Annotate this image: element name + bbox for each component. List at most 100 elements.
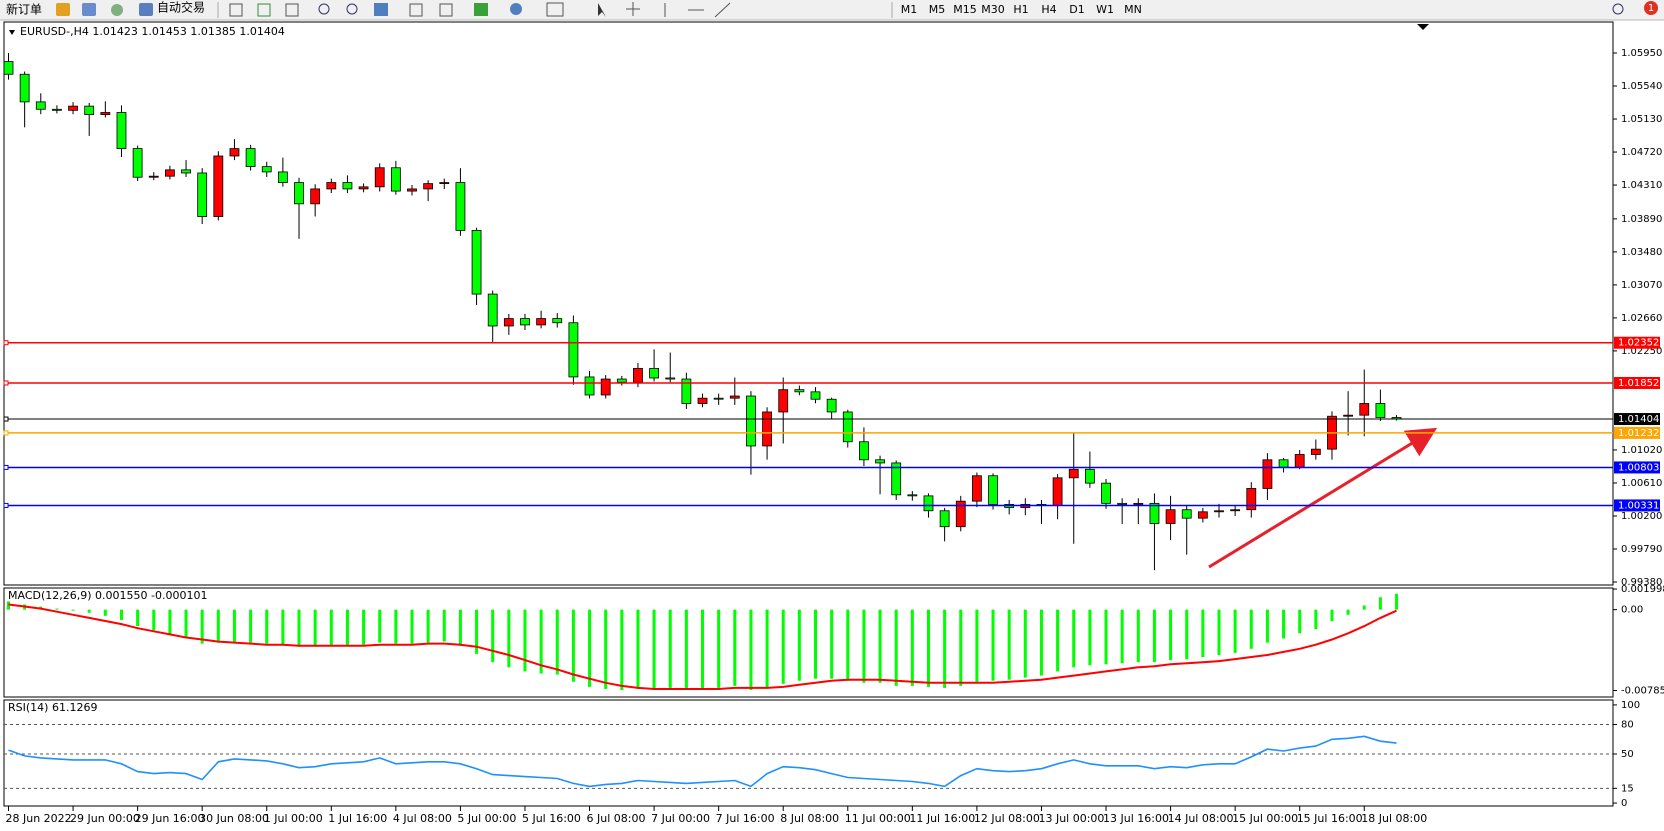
macd-bar xyxy=(1039,609,1043,676)
candle-body xyxy=(649,367,659,379)
candle-body xyxy=(681,378,692,404)
macd-title: MACD(12,26,9) xyxy=(8,589,92,602)
candle-body xyxy=(1117,502,1128,505)
timeframe-button[interactable]: M1 xyxy=(901,3,918,16)
macd-bar xyxy=(701,609,705,689)
macd-bar xyxy=(1072,609,1076,668)
icon[interactable] xyxy=(546,2,564,17)
y-tick-label: 1.02250 xyxy=(1621,346,1662,357)
y-tick-label: 1.00610 xyxy=(1621,478,1662,489)
candle-body xyxy=(746,395,756,447)
zoom-in[interactable] xyxy=(318,3,330,15)
notification-badge[interactable] xyxy=(1644,1,1658,15)
price-label: 1.01404 xyxy=(1618,414,1659,425)
candle-body xyxy=(1359,403,1370,416)
icon[interactable] xyxy=(439,3,453,17)
candle-body xyxy=(939,510,950,528)
candle-body xyxy=(148,175,159,178)
x-tick-label: 5 Jul 16:00 xyxy=(522,812,581,825)
icon[interactable] xyxy=(374,3,388,16)
candle-body xyxy=(616,378,627,383)
icon[interactable] xyxy=(229,3,243,17)
x-tick-label: 13 Jul 00:00 xyxy=(1038,812,1104,825)
cursor-icon[interactable] xyxy=(598,3,606,17)
candle-body xyxy=(503,318,514,327)
icon[interactable] xyxy=(56,3,70,16)
toolbar: 新订单 自动交易 1 M1 M5 M15 M30 H1 H4 D1 W1 MN xyxy=(0,0,1664,21)
candle-body xyxy=(810,391,821,400)
candle-body xyxy=(697,397,708,404)
zoom-out[interactable] xyxy=(346,3,358,15)
new-order-button[interactable]: 新订单 xyxy=(6,2,42,17)
crosshair-icon[interactable] xyxy=(626,2,640,16)
macd-bar xyxy=(523,609,527,672)
macd-bar xyxy=(717,609,721,688)
macd-bar xyxy=(539,609,543,674)
y-tick-label: 0.00 xyxy=(1621,605,1643,616)
rsi-panel xyxy=(3,699,1614,807)
candle-body xyxy=(294,182,304,205)
x-tick-label: 15 Jul 00:00 xyxy=(1232,812,1298,825)
line-handle xyxy=(3,502,9,508)
macd-signal: -0.000101 xyxy=(151,589,207,602)
macd-bar xyxy=(652,609,656,689)
x-tick-label: 30 Jun 08:00 xyxy=(199,812,269,825)
candle-body xyxy=(84,105,95,115)
x-tick-label: 1 Jul 16:00 xyxy=(328,812,387,825)
icon[interactable] xyxy=(111,4,123,16)
candle-body xyxy=(665,377,676,380)
candle-body xyxy=(778,389,789,413)
macd-bar xyxy=(1346,609,1350,615)
icon[interactable] xyxy=(82,3,96,16)
macd-bar xyxy=(1249,609,1253,649)
price-label: 1.01232 xyxy=(1618,428,1659,439)
candle-body xyxy=(19,73,30,103)
macd-bar xyxy=(152,609,156,631)
macd-bar xyxy=(1120,609,1124,664)
y-tick-label: 1.05130 xyxy=(1621,114,1662,125)
icon[interactable] xyxy=(474,3,488,16)
rsi-value: 61.1269 xyxy=(52,701,98,714)
timeframe-button[interactable]: M15 xyxy=(953,3,977,16)
candle-body xyxy=(277,171,288,183)
timeframe-button[interactable]: W1 xyxy=(1096,3,1114,16)
macd-bar xyxy=(1314,609,1318,630)
macd-bar xyxy=(184,609,188,638)
timeframe-button[interactable]: M5 xyxy=(929,3,946,16)
auto-trade-icon[interactable] xyxy=(139,3,153,16)
timeframe-button[interactable]: H4 xyxy=(1041,3,1056,16)
price-label: 1.02352 xyxy=(1618,338,1659,349)
price-label-bg xyxy=(1614,426,1660,439)
icon[interactable] xyxy=(257,3,271,17)
candle-body xyxy=(471,229,482,295)
candle-body xyxy=(552,318,563,324)
candle-body xyxy=(923,495,934,512)
price-label: 1.01852 xyxy=(1618,378,1659,389)
macd-bar xyxy=(959,609,963,686)
macd-bar xyxy=(168,609,172,635)
timeframe-button[interactable]: MN xyxy=(1124,3,1142,16)
icon[interactable] xyxy=(409,3,423,17)
icon[interactable] xyxy=(510,3,522,15)
trend-arrow xyxy=(1208,427,1438,569)
x-tick-label: 8 Jul 08:00 xyxy=(780,812,839,825)
candle-body xyxy=(1310,448,1321,455)
candle-body xyxy=(1214,510,1224,513)
timeframe-button[interactable]: D1 xyxy=(1069,3,1084,16)
auto-trading-button[interactable]: 自动交易 xyxy=(157,0,205,15)
candle-body xyxy=(1181,509,1192,519)
candle-body xyxy=(891,462,902,496)
search-icon[interactable] xyxy=(1612,3,1624,15)
timeframe-button[interactable]: H1 xyxy=(1013,3,1028,16)
macd-bar xyxy=(1233,609,1237,653)
macd-bar xyxy=(232,609,236,642)
price-label: 1.00803 xyxy=(1618,462,1659,473)
icon[interactable] xyxy=(285,3,299,17)
timeframe-button[interactable]: M30 xyxy=(981,3,1005,16)
candle-body xyxy=(1262,459,1273,489)
macd-bar xyxy=(329,609,333,646)
line-tools[interactable] xyxy=(664,2,731,18)
symbol: EURUSD-,H4 xyxy=(20,25,89,38)
macd-bar xyxy=(119,609,123,620)
macd-bar xyxy=(765,609,769,688)
